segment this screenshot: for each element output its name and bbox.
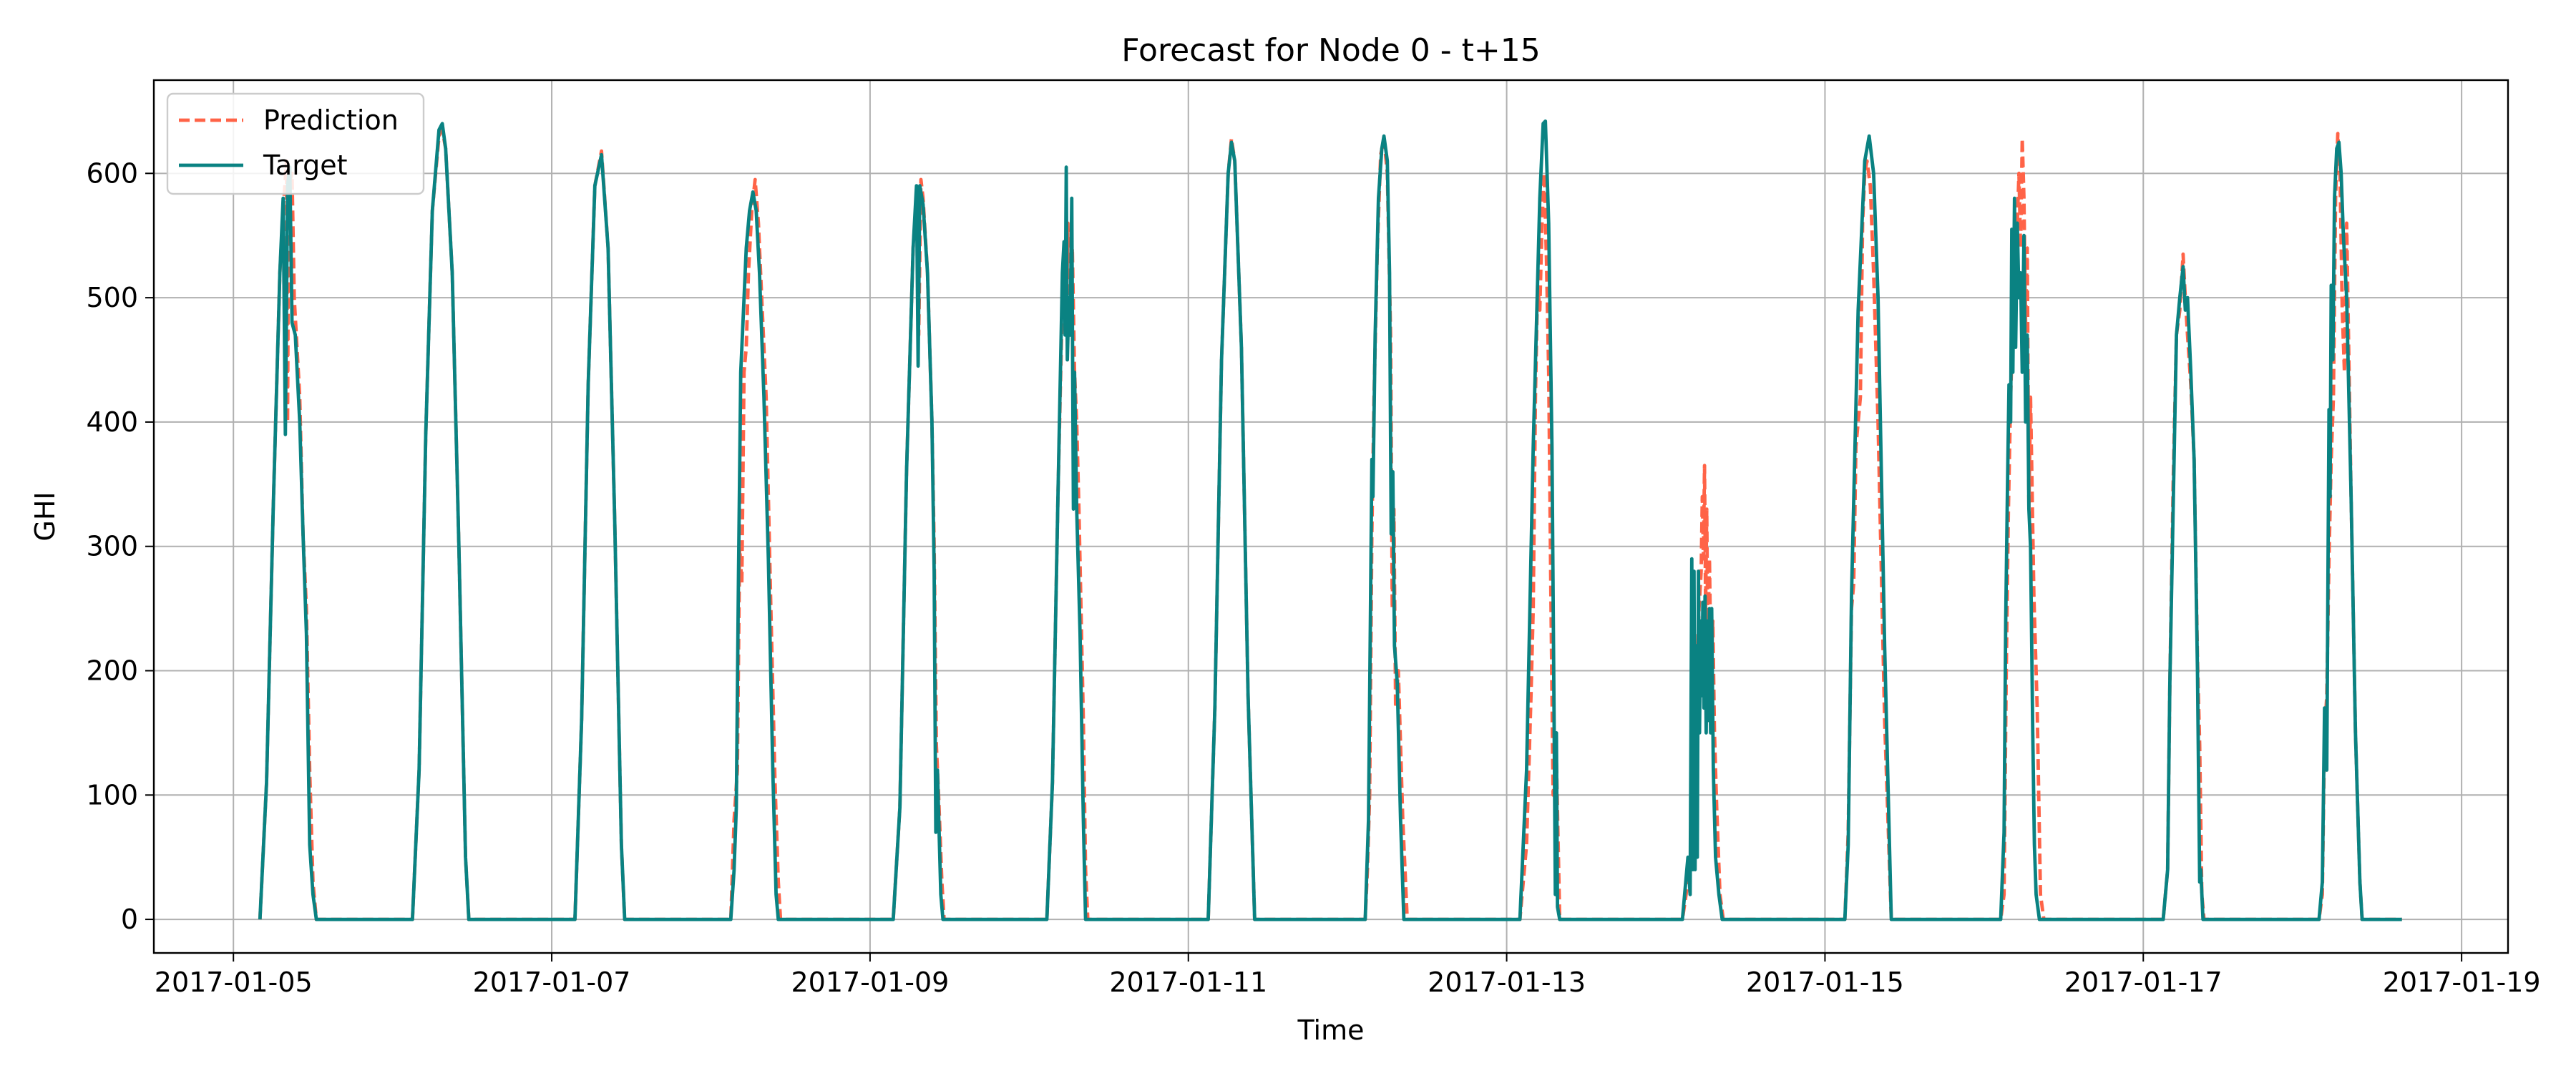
y-axis-label: GHI <box>29 491 61 541</box>
legend-prediction-label: Prediction <box>263 104 399 136</box>
y-tick-label: 100 <box>86 779 138 811</box>
x-axis-label: Time <box>1297 1014 1365 1046</box>
series-target-line <box>258 119 2402 921</box>
x-tick-label: 2017-01-15 <box>1746 967 1904 998</box>
x-tick-label: 2017-01-07 <box>473 967 631 998</box>
x-axis-ticks: 2017-01-05 2017-01-07 2017-01-09 2017-01-11… <box>155 953 2541 998</box>
chart-title: Forecast for Node 0 - t+15 <box>1121 32 1540 69</box>
x-tick-label: 2017-01-05 <box>155 967 313 998</box>
y-axis-ticks: 0 100 200 300 400 500 600 <box>86 157 154 935</box>
x-gridlines <box>233 80 2463 953</box>
x-tick-label: 2017-01-17 <box>2064 967 2223 998</box>
x-tick-label: 2017-01-19 <box>2383 967 2541 998</box>
legend: Prediction Target <box>166 92 425 195</box>
plot-frame <box>152 79 2509 954</box>
y-tick-label: 400 <box>86 406 138 438</box>
y-tick-label: 500 <box>86 282 138 313</box>
x-tick-label: 2017-01-09 <box>791 967 949 998</box>
y-tick-label: 200 <box>86 655 138 686</box>
y-tick-label: 300 <box>86 531 138 562</box>
x-tick-label: 2017-01-11 <box>1109 967 1267 998</box>
y-tick-label: 0 <box>121 904 138 935</box>
legend-target-label: Target <box>263 150 348 181</box>
series-layer <box>258 119 2402 921</box>
y-tick-label: 600 <box>86 157 138 189</box>
x-tick-label: 2017-01-13 <box>1428 967 1586 998</box>
